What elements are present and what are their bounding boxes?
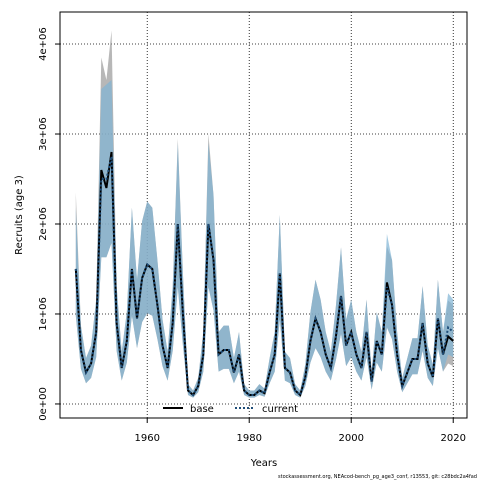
plot-frame — [59, 11, 468, 419]
legend-label: current — [262, 404, 298, 415]
x-tick-label: 2020 — [441, 433, 466, 444]
y-tick-label: 3e+06 — [38, 117, 49, 151]
y-tick-label: 0e+00 — [38, 387, 49, 421]
y-axis-label: Recruits (age 3) — [14, 175, 25, 255]
footer: stockassessment.org, NEAcod-bench_pg_age… — [278, 474, 477, 480]
y-tick-label: 4e+06 — [38, 27, 49, 61]
legend-label: base — [190, 404, 214, 415]
x-tick-label: 1980 — [236, 433, 261, 444]
y-tick-label: 1e+06 — [38, 297, 49, 331]
x-tick-label: 1960 — [134, 433, 159, 444]
x-axis-label: Years — [250, 458, 277, 469]
x-tick-label: 2000 — [338, 433, 363, 444]
confidence-band — [75, 80, 454, 398]
series-line — [74, 156, 454, 397]
y-tick-label: 2e+06 — [38, 207, 49, 241]
